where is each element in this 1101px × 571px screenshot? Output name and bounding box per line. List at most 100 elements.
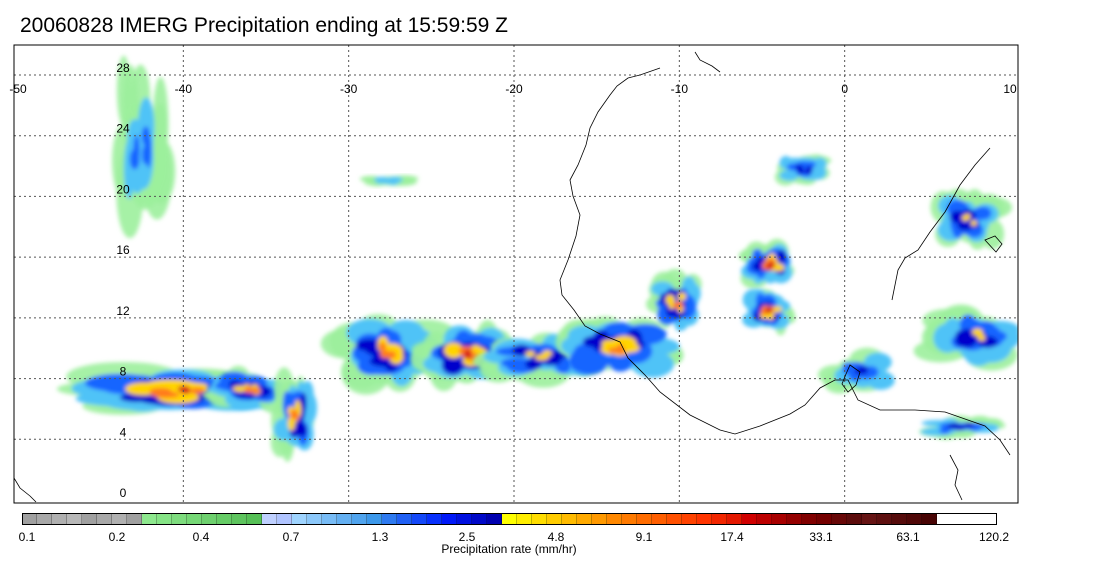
colorbar-cell bbox=[577, 513, 592, 525]
colorbar-cell bbox=[922, 513, 937, 525]
lat-tick-label: 4 bbox=[120, 425, 127, 439]
lon-tick-label: -30 bbox=[340, 82, 358, 96]
colorbar-tick-label: 17.4 bbox=[720, 530, 744, 544]
colorbar-cell bbox=[172, 513, 187, 525]
lon-tick-label: -20 bbox=[505, 82, 523, 96]
colorbar-cell bbox=[97, 513, 112, 525]
colorbar-cell bbox=[442, 513, 457, 525]
rain-system bbox=[919, 415, 1006, 440]
colorbar-cell bbox=[652, 513, 667, 525]
colorbar-cell bbox=[382, 513, 397, 525]
colorbar-cell bbox=[607, 513, 622, 525]
lake-volta bbox=[841, 364, 861, 393]
colorbar-cell bbox=[757, 513, 772, 525]
colorbar-tick-label: 33.1 bbox=[809, 530, 833, 544]
colorbar-cell bbox=[427, 513, 442, 525]
brazil-coastline bbox=[14, 477, 37, 503]
colorbar-cell bbox=[22, 513, 37, 525]
colorbar-cell bbox=[247, 513, 262, 525]
colorbar-cell bbox=[727, 513, 742, 525]
rain-system bbox=[555, 316, 684, 378]
colorbar-tick-label: 4.8 bbox=[547, 530, 565, 544]
colorbar-tick-label: 63.1 bbox=[896, 530, 920, 544]
colorbar-cell bbox=[292, 513, 307, 525]
colorbar-cell bbox=[367, 513, 382, 525]
colorbar-cell bbox=[142, 513, 157, 525]
colorbar-cell bbox=[337, 513, 352, 525]
colorbar-cell bbox=[532, 513, 547, 525]
colorbar-cell bbox=[517, 513, 532, 525]
rain-system bbox=[359, 175, 419, 187]
colorbar-cell bbox=[697, 513, 712, 525]
colorbar-title: Precipitation rate (mm/hr) bbox=[441, 542, 577, 556]
colorbar-cell bbox=[52, 513, 67, 525]
lat-tick-label: 12 bbox=[116, 304, 130, 318]
lat-tick-label: 28 bbox=[116, 61, 130, 75]
lon-tick-label: -10 bbox=[671, 82, 689, 96]
colorbar-cell bbox=[127, 513, 142, 525]
rain-system bbox=[913, 304, 1018, 371]
colorbar-cell bbox=[877, 513, 892, 525]
colorbar-tick-label: 120.2 bbox=[978, 530, 1010, 544]
north-coastline bbox=[694, 51, 721, 73]
colorbar-cell bbox=[217, 513, 232, 525]
gulf-coast-detail bbox=[949, 454, 963, 501]
colorbar-cell bbox=[892, 513, 907, 525]
rain-system bbox=[774, 154, 832, 186]
west-africa-coastline bbox=[559, 67, 1011, 456]
rain-system bbox=[738, 238, 795, 289]
lat-tick-label: 20 bbox=[116, 182, 130, 196]
colorbar-cell bbox=[667, 513, 682, 525]
colorbar-cell bbox=[67, 513, 82, 525]
colorbar-cell bbox=[502, 513, 517, 525]
lon-tick-label: 10 bbox=[1003, 82, 1017, 96]
colorbar-cell bbox=[262, 513, 277, 525]
graticule-grid bbox=[14, 45, 1018, 503]
map-frame bbox=[13, 44, 1019, 504]
colorbar-tick-label: 0.1 bbox=[18, 530, 36, 544]
rain-system bbox=[410, 319, 522, 392]
rain-system bbox=[742, 288, 796, 336]
colorbar-cell bbox=[637, 513, 652, 525]
colorbar-cell bbox=[232, 513, 247, 525]
rainfall-layer bbox=[56, 55, 1018, 462]
colorbar-cell bbox=[472, 513, 487, 525]
colorbar-cell bbox=[487, 513, 502, 525]
rain-system bbox=[270, 367, 318, 462]
precipitation-map: -50 -40 -30 -20 -10 0 10 0 4 8 12 16 20 24 28 bbox=[9, 44, 1019, 504]
lon-tick-label: -50 bbox=[9, 82, 27, 96]
rain-system bbox=[56, 361, 278, 415]
colorbar-tick-label: 1.3 bbox=[371, 530, 389, 544]
lat-tick-label: 24 bbox=[116, 122, 130, 136]
colorbar-cell bbox=[307, 513, 322, 525]
colorbar-cell bbox=[772, 513, 787, 525]
colorbar-cell bbox=[742, 513, 757, 525]
rain-system bbox=[112, 55, 176, 239]
lat-tick-label: 0 bbox=[120, 486, 127, 500]
niger-river bbox=[891, 147, 991, 301]
colorbar-tick-label: 2.5 bbox=[458, 530, 476, 544]
colorbar-cell bbox=[622, 513, 637, 525]
lat-tick-label: 16 bbox=[116, 243, 130, 257]
colorbar-cell bbox=[832, 513, 847, 525]
colorbar-cell bbox=[457, 513, 472, 525]
colorbar-cell bbox=[37, 513, 52, 525]
axis-tick-labels: -50 -40 -30 -20 -10 0 10 0 4 8 12 16 20 24 28 bbox=[9, 61, 1017, 500]
colorbar-cell bbox=[82, 513, 97, 525]
map-title: 20060828 IMERG Precipitation ending at 1… bbox=[20, 14, 508, 37]
colorbar-cell bbox=[682, 513, 697, 525]
colorbar-cell bbox=[562, 513, 577, 525]
colorbar-cell bbox=[847, 513, 862, 525]
colorbar bbox=[22, 513, 937, 525]
colorbar-cell bbox=[277, 513, 292, 525]
rain-system bbox=[202, 365, 300, 414]
colorbar-cell bbox=[202, 513, 217, 525]
colorbar-cell bbox=[907, 513, 922, 525]
colorbar-tick-label: 0.4 bbox=[192, 530, 210, 544]
rain-system bbox=[817, 347, 895, 394]
colorbar-cell bbox=[787, 513, 802, 525]
rain-system bbox=[930, 188, 1013, 250]
colorbar-cell bbox=[547, 513, 562, 525]
lon-tick-label: 0 bbox=[841, 82, 848, 96]
colorbar-cell bbox=[412, 513, 427, 525]
